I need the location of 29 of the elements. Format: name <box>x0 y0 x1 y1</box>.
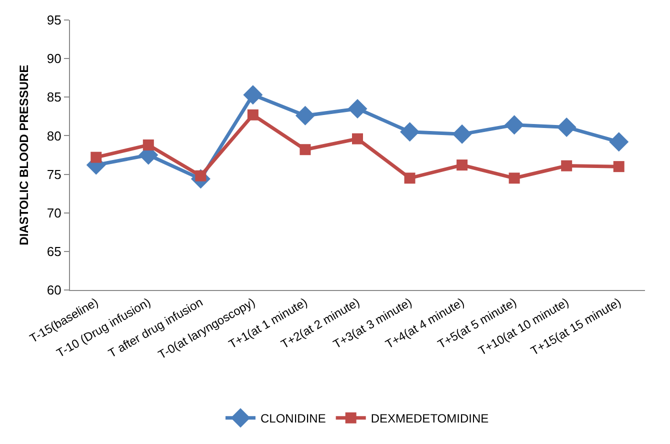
point <box>352 133 363 144</box>
point <box>556 117 576 137</box>
point <box>300 144 311 156</box>
y-tick-label: 80 <box>46 128 62 144</box>
point <box>404 172 416 184</box>
point <box>613 161 624 172</box>
y-tick-label: 75 <box>46 166 62 182</box>
point <box>243 85 263 105</box>
point <box>400 122 420 142</box>
point <box>142 139 154 150</box>
y-tick-label: 90 <box>46 51 62 66</box>
y-tick-label: 60 <box>46 282 62 298</box>
point <box>90 152 102 163</box>
legend-label: DEXMEDETOMIDINE <box>370 412 489 426</box>
point <box>508 172 520 184</box>
point <box>348 98 368 118</box>
point <box>452 124 472 144</box>
point <box>456 160 468 171</box>
point <box>247 109 258 120</box>
y-tick-label: 70 <box>46 205 62 220</box>
y-tick-label: 95 <box>46 12 62 28</box>
y-axis-title: DIASTOLIC BLOOD PRESSURE <box>17 64 32 246</box>
point <box>504 115 524 135</box>
y-tick-label: 65 <box>46 244 62 259</box>
point <box>561 160 572 172</box>
legend-label: CLONIDINE <box>260 412 326 426</box>
y-tick-label: 85 <box>46 90 62 105</box>
point <box>295 106 315 126</box>
point <box>609 132 629 152</box>
